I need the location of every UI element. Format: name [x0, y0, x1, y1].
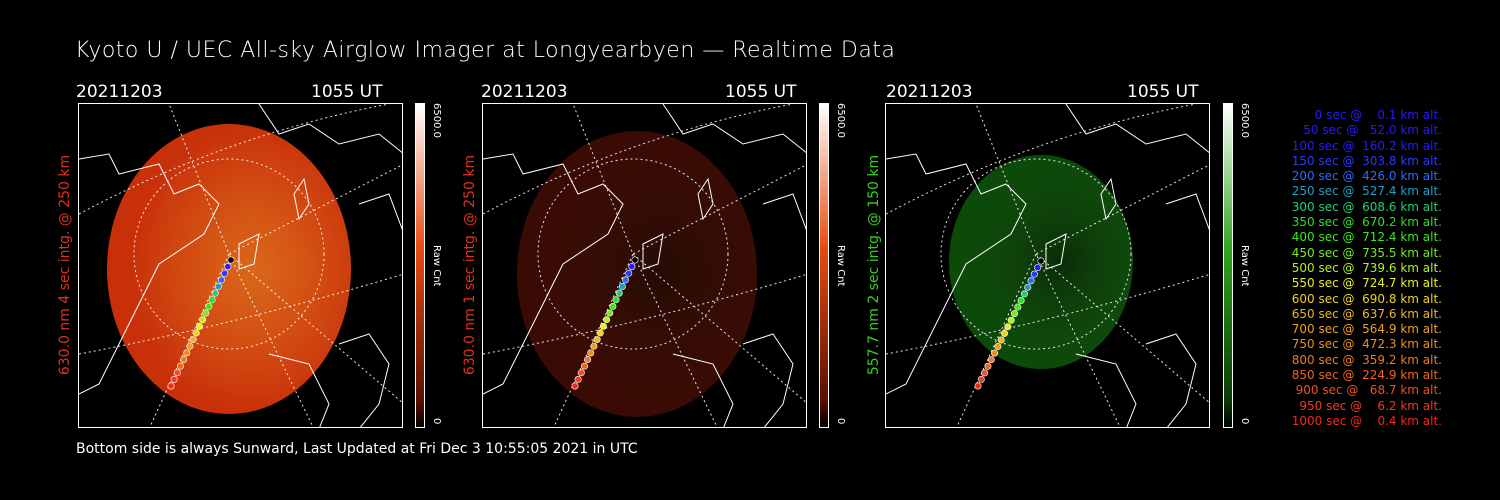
panel-1-cb-unit: Raw Cnt	[431, 245, 442, 287]
panel-1-colorbar	[415, 103, 425, 428]
trajectory-legend: 0 sec @ 0.1 km alt. 50 sec @ 52.0 km alt…	[1288, 108, 1442, 429]
legend-entry: 150 sec @ 303.8 km alt.	[1287, 153, 1442, 168]
panel-3-image	[885, 103, 1210, 428]
panel-2-cb-min: 0	[835, 418, 846, 425]
legend-entry: 0 sec @ 0.1 km alt.	[1303, 108, 1442, 122]
legend-entry: 650 sec @ 637.6 km alt.	[1287, 306, 1442, 321]
panel-1-date: 20211203	[76, 82, 163, 102]
legend-entry: 1000 sec @ 0.4 km alt.	[1291, 413, 1442, 428]
panel-2-cb-unit: Raw Cnt	[835, 245, 846, 287]
panel-2-cb-max: 6500.0	[835, 103, 846, 138]
panel-2-ylabel: 630.0 nm 1 sec intg. @ 250 km	[462, 154, 478, 376]
panel-3-cb-max: 6500.0	[1239, 103, 1250, 138]
panel-3-cb-min: 0	[1239, 418, 1250, 425]
panel-2-time: 1055 UT	[725, 82, 797, 102]
panel-3-date: 20211203	[886, 82, 973, 102]
panel-1-ylabel: 630.0 nm 4 sec intg. @ 250 km	[57, 154, 73, 376]
legend-entry: 550 sec @ 724.7 km alt.	[1287, 276, 1442, 291]
legend-entry: 950 sec @ 6.2 km alt.	[1295, 398, 1442, 413]
legend-entry: 750 sec @ 472.3 km alt.	[1287, 337, 1442, 352]
footer-note: Bottom side is always Sunward, Last Upda…	[76, 441, 638, 457]
panel-1-time: 1055 UT	[311, 82, 383, 102]
panel-1-cb-max: 6500.0	[431, 103, 442, 138]
page-title: Kyoto U / UEC All-sky Airglow Imager at …	[75, 38, 896, 63]
panel-1-cb-min: 0	[431, 418, 442, 425]
panel-3-cb-unit: Raw Cnt	[1239, 245, 1250, 287]
legend-entry: 50 sec @ 52.0 km alt.	[1295, 123, 1442, 138]
panel-1-image	[78, 103, 403, 428]
legend-entry: 250 sec @ 527.4 km alt.	[1287, 184, 1442, 199]
panel-2-map	[483, 104, 806, 427]
legend-entry: 800 sec @ 359.2 km alt.	[1287, 352, 1442, 367]
panel-2-image	[482, 103, 807, 428]
legend-entry: 200 sec @ 426.0 km alt.	[1287, 169, 1442, 184]
legend-entry: 600 sec @ 690.8 km alt.	[1287, 291, 1442, 306]
panel-3-colorbar	[1223, 103, 1233, 428]
legend-entry: 850 sec @ 224.9 km alt.	[1287, 368, 1442, 383]
legend-entry: 400 sec @ 712.4 km alt.	[1287, 230, 1442, 245]
legend-entry: 700 sec @ 564.9 km alt.	[1287, 322, 1442, 337]
legend-entry: 300 sec @ 608.6 km alt.	[1287, 199, 1442, 214]
legend-entry: 100 sec @ 160.2 km alt.	[1287, 138, 1442, 153]
legend-entry: 500 sec @ 739.6 km alt.	[1287, 260, 1442, 275]
legend-entry: 450 sec @ 735.5 km alt.	[1287, 245, 1442, 260]
panel-3-ylabel: 557.7 nm 2 sec intg. @ 150 km	[866, 154, 882, 376]
panel-3-map	[886, 104, 1209, 427]
panel-2-colorbar	[819, 103, 829, 428]
panel-1-map	[79, 104, 402, 427]
legend-entry: 900 sec @ 68.7 km alt.	[1291, 383, 1442, 398]
panel-2-date: 20211203	[481, 82, 568, 102]
panel-3-time: 1055 UT	[1127, 82, 1199, 102]
legend-entry: 350 sec @ 670.2 km alt.	[1287, 215, 1442, 230]
